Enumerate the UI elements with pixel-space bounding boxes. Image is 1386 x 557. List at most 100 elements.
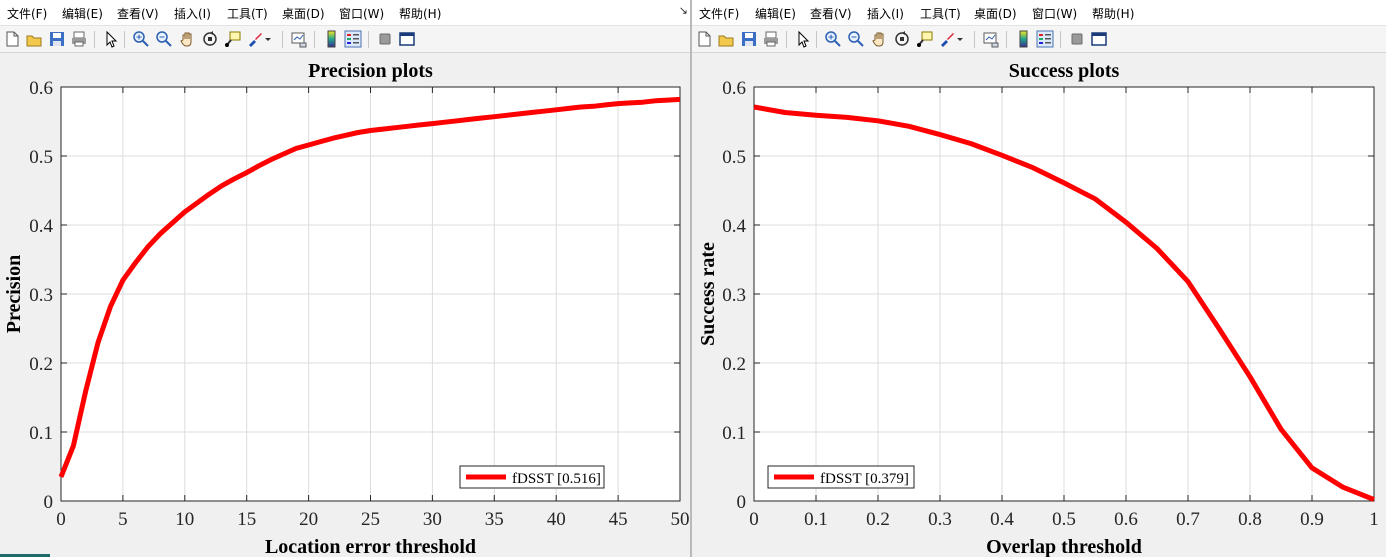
x-tick-label: 0.9 [1300, 509, 1324, 530]
colorbar-icon[interactable] [322, 30, 340, 48]
figure-window-right: 文件(F) 编辑(E) 查看(V) 插入(I) 工具(T) 桌面(D) 窗口(W… [692, 0, 1386, 557]
brush-icon[interactable] [246, 30, 264, 48]
pointer-icon[interactable] [794, 30, 812, 48]
x-tick-label: 0.4 [990, 509, 1014, 530]
x-tick-label: 0.5 [1052, 509, 1076, 530]
pan-hand-icon[interactable] [870, 30, 888, 48]
figure-toolbar [692, 26, 1386, 53]
success-plot: 0 0.1 0.2 0.3 0.4 0.5 0.6 0.7 0.8 0.9 1 0 0.1 0.2 0.3 0… [697, 60, 1379, 557]
y-tick-label: 0.1 [29, 423, 53, 444]
y-tick-label: 0.4 [29, 216, 53, 237]
y-tick-label: 0.3 [29, 285, 53, 306]
toolbar-separator [816, 31, 817, 48]
y-tick-label: 0.5 [29, 147, 53, 168]
x-tick-label: 0 [56, 509, 66, 530]
figure-toolbar [0, 26, 690, 53]
menu-insert[interactable]: 插入(I) [174, 7, 211, 21]
pan-hand-icon[interactable] [178, 30, 196, 48]
x-axis-label: Overlap threshold [986, 536, 1142, 557]
x-tick-label: 0.2 [866, 509, 890, 530]
new-figure-icon[interactable] [695, 30, 713, 48]
menu-edit[interactable]: 编辑(E) [62, 7, 103, 21]
colorbar-icon[interactable] [1014, 30, 1032, 48]
y-tick-label: 0.1 [722, 423, 746, 444]
menu-tools[interactable]: 工具(T) [920, 7, 961, 21]
x-tick-label: 0.1 [804, 509, 828, 530]
pointer-icon[interactable] [102, 30, 120, 48]
link-plot-icon[interactable] [290, 30, 308, 48]
menu-view[interactable]: 查看(V) [117, 7, 159, 21]
new-figure-icon[interactable] [3, 30, 21, 48]
x-tick-label: 35 [485, 509, 504, 530]
x-tick-label: 0.8 [1238, 509, 1262, 530]
rotate-3d-icon[interactable] [893, 30, 911, 48]
menu-file[interactable]: 文件(F) [7, 7, 48, 21]
x-tick-label: 45 [609, 509, 628, 530]
menu-window[interactable]: 窗口(W) [339, 7, 385, 21]
y-axis-label: Precision [3, 255, 25, 334]
menu-desktop[interactable]: 桌面(D) [282, 7, 325, 21]
menu-bar: 文件(F) 编辑(E) 查看(V) 插入(I) 工具(T) 桌面(D) 窗口(W… [692, 0, 1386, 26]
menu-file[interactable]: 文件(F) [699, 7, 740, 21]
save-icon[interactable] [740, 30, 758, 48]
zoom-out-icon[interactable] [155, 30, 173, 48]
y-axis-label: Success rate [697, 242, 719, 346]
menu-view[interactable]: 查看(V) [810, 7, 852, 21]
x-tick-label: 15 [237, 509, 256, 530]
x-tick-label: 25 [361, 509, 380, 530]
precision-plot: 0 5 10 15 20 25 30 35 40 45 50 0 0.1 0.2 0.3 0.4 0.5 0.6 P… [3, 60, 690, 557]
y-tick-label: 0.2 [722, 354, 746, 375]
menu-bar: 文件(F) 编辑(E) 查看(V) 插入(I) 工具(T) 桌面(D) 窗口(W… [0, 0, 690, 26]
menu-desktop[interactable]: 桌面(D) [974, 7, 1017, 21]
print-icon[interactable] [762, 30, 780, 48]
show-plot-tools-icon[interactable] [398, 30, 416, 48]
toolbar-separator [368, 31, 369, 48]
data-cursor-icon[interactable] [224, 30, 242, 48]
menu-help[interactable]: 帮助(H) [399, 7, 442, 21]
x-tick-label: 1 [1369, 509, 1379, 530]
taskbar-edge [0, 554, 50, 557]
x-tick-label: 10 [175, 509, 194, 530]
zoom-out-icon[interactable] [847, 30, 865, 48]
show-plot-tools-icon[interactable] [1090, 30, 1108, 48]
brush-icon[interactable] [938, 30, 956, 48]
figure-area: 0 5 10 15 20 25 30 35 40 45 50 0 0.1 0.2 0.3 0.4 0.5 0.6 P… [0, 54, 690, 557]
menu-help[interactable]: 帮助(H) [1092, 7, 1135, 21]
menu-tools[interactable]: 工具(T) [227, 7, 268, 21]
dropdown-arrow-icon[interactable] [956, 30, 964, 48]
hide-plot-tools-icon[interactable] [376, 30, 394, 48]
x-tick-label: 40 [547, 509, 566, 530]
print-icon[interactable] [70, 30, 88, 48]
legend: fDSST [0.379] [767, 465, 915, 489]
figure-window-left: 文件(F) 编辑(E) 查看(V) 插入(I) 工具(T) 桌面(D) 窗口(W… [0, 0, 690, 557]
open-file-icon[interactable] [717, 30, 735, 48]
menu-edit[interactable]: 编辑(E) [755, 7, 796, 21]
series-line [753, 104, 1375, 502]
save-icon[interactable] [48, 30, 66, 48]
toolbar-separator [1006, 31, 1007, 48]
toolbar-separator [282, 31, 283, 48]
x-tick-label: 20 [299, 509, 318, 530]
hide-plot-tools-icon[interactable] [1068, 30, 1086, 48]
zoom-in-icon[interactable] [824, 30, 842, 48]
open-file-icon[interactable] [25, 30, 43, 48]
legend: fDSST [0.516] [459, 465, 605, 489]
y-tick-label: 0.2 [29, 354, 53, 375]
dropdown-arrow-icon[interactable] [264, 30, 272, 48]
toolbar-separator [314, 31, 315, 48]
toolbar-separator [124, 31, 125, 48]
y-tick-label: 0.3 [722, 285, 746, 306]
toolbar-separator [786, 31, 787, 48]
legend-icon[interactable] [1036, 30, 1054, 48]
zoom-in-icon[interactable] [132, 30, 150, 48]
x-tick-label: 5 [118, 509, 128, 530]
rotate-3d-icon[interactable] [201, 30, 219, 48]
menu-window[interactable]: 窗口(W) [1032, 7, 1078, 21]
series-line [58, 96, 681, 478]
data-cursor-icon[interactable] [916, 30, 934, 48]
link-plot-icon[interactable] [982, 30, 1000, 48]
menu-insert[interactable]: 插入(I) [867, 7, 904, 21]
legend-icon[interactable] [344, 30, 362, 48]
y-tick-label: 0.5 [722, 147, 746, 168]
resize-arrow-icon[interactable]: ↘ [678, 5, 688, 17]
